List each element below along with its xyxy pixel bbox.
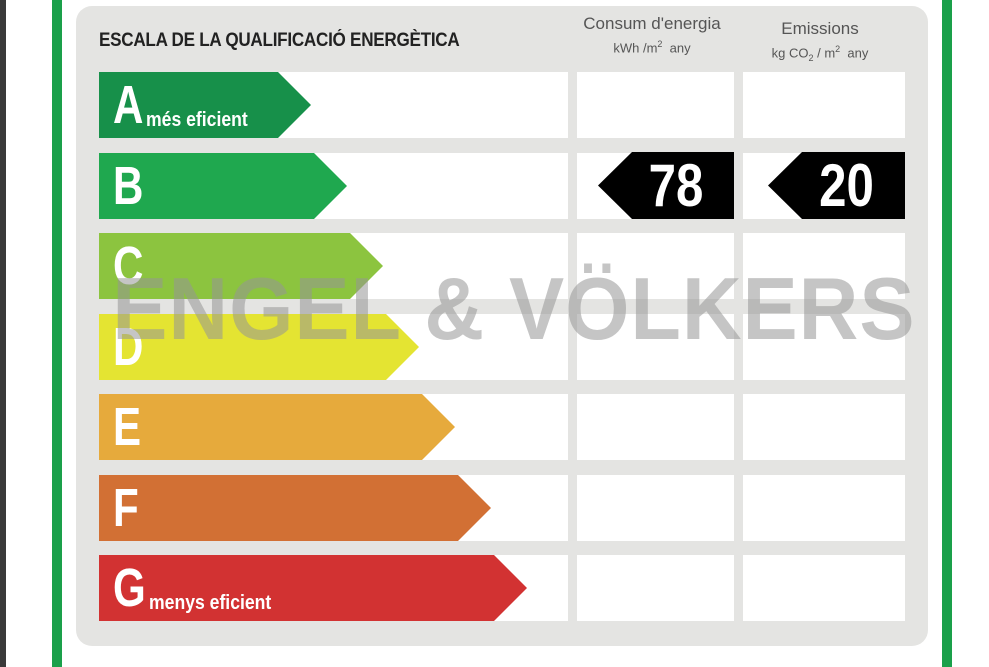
- frame-border-left: [52, 0, 62, 667]
- rating-letter: C: [113, 236, 144, 296]
- rating-arrow-shape-c: [99, 233, 383, 299]
- frame-border-right: [942, 0, 952, 667]
- left-edge-strip: [0, 0, 6, 667]
- rating-arrow-f: F: [99, 475, 491, 541]
- rating-letter: G: [113, 558, 146, 618]
- rating-sublabel: menys eficient: [149, 592, 272, 614]
- energy-column-label: Consum d'energia: [583, 14, 721, 33]
- emissions-cell-g: [743, 555, 905, 621]
- energy-cell-g: [577, 555, 734, 621]
- emissions-column-header: Emissions kg CO2 / m2 any: [742, 19, 898, 63]
- rating-arrow-shape-g: [99, 555, 527, 621]
- energy-value: 78: [648, 152, 704, 219]
- rating-arrow-shape-b: [99, 153, 347, 219]
- rating-arrow-shape-d: [99, 314, 419, 380]
- energy-column-header: Consum d'energia kWh /m2 any: [572, 14, 732, 55]
- rating-letter: E: [113, 397, 142, 457]
- energy-value-tag: 78: [598, 152, 734, 219]
- rating-letter: B: [113, 156, 144, 216]
- rating-arrow-c: C: [99, 233, 383, 299]
- watermark-logo-text: ENGEL & VÖLKERS: [112, 259, 916, 358]
- emissions-cell-d: [743, 314, 905, 380]
- rating-arrow-shape-f: [99, 475, 491, 541]
- rating-arrow-shape-e: [99, 394, 455, 460]
- emissions-value-tag: 20: [768, 152, 905, 219]
- rating-letter: F: [113, 478, 139, 538]
- rating-arrow-shape-a: [99, 72, 311, 138]
- energy-cell-c: [577, 233, 734, 299]
- emissions-cell-e: [743, 394, 905, 460]
- rating-sublabel: més eficient: [146, 109, 248, 131]
- emissions-column-label: Emissions: [781, 19, 859, 38]
- rating-letter: D: [113, 317, 144, 377]
- emissions-column-unit: kg CO2 / m2 any: [771, 44, 869, 63]
- emissions-cell-f: [743, 475, 905, 541]
- energy-column-unit: kWh /m2 any: [613, 39, 691, 56]
- emissions-cell-c: [743, 233, 905, 299]
- energy-cell-e: [577, 394, 734, 460]
- energy-cell-d: [577, 314, 734, 380]
- emissions-value: 20: [819, 152, 874, 219]
- emissions-cell-a: [743, 72, 905, 138]
- energy-cell-a: [577, 72, 734, 138]
- rating-arrow-b: B: [99, 153, 347, 219]
- rating-letter: A: [113, 75, 144, 135]
- rating-arrow-e: E: [99, 394, 455, 460]
- scale-title: ESCALA DE LA QUALIFICACIÓ ENERGÈTICA: [99, 30, 460, 51]
- energy-cell-f: [577, 475, 734, 541]
- rating-arrow-d: D: [99, 314, 419, 380]
